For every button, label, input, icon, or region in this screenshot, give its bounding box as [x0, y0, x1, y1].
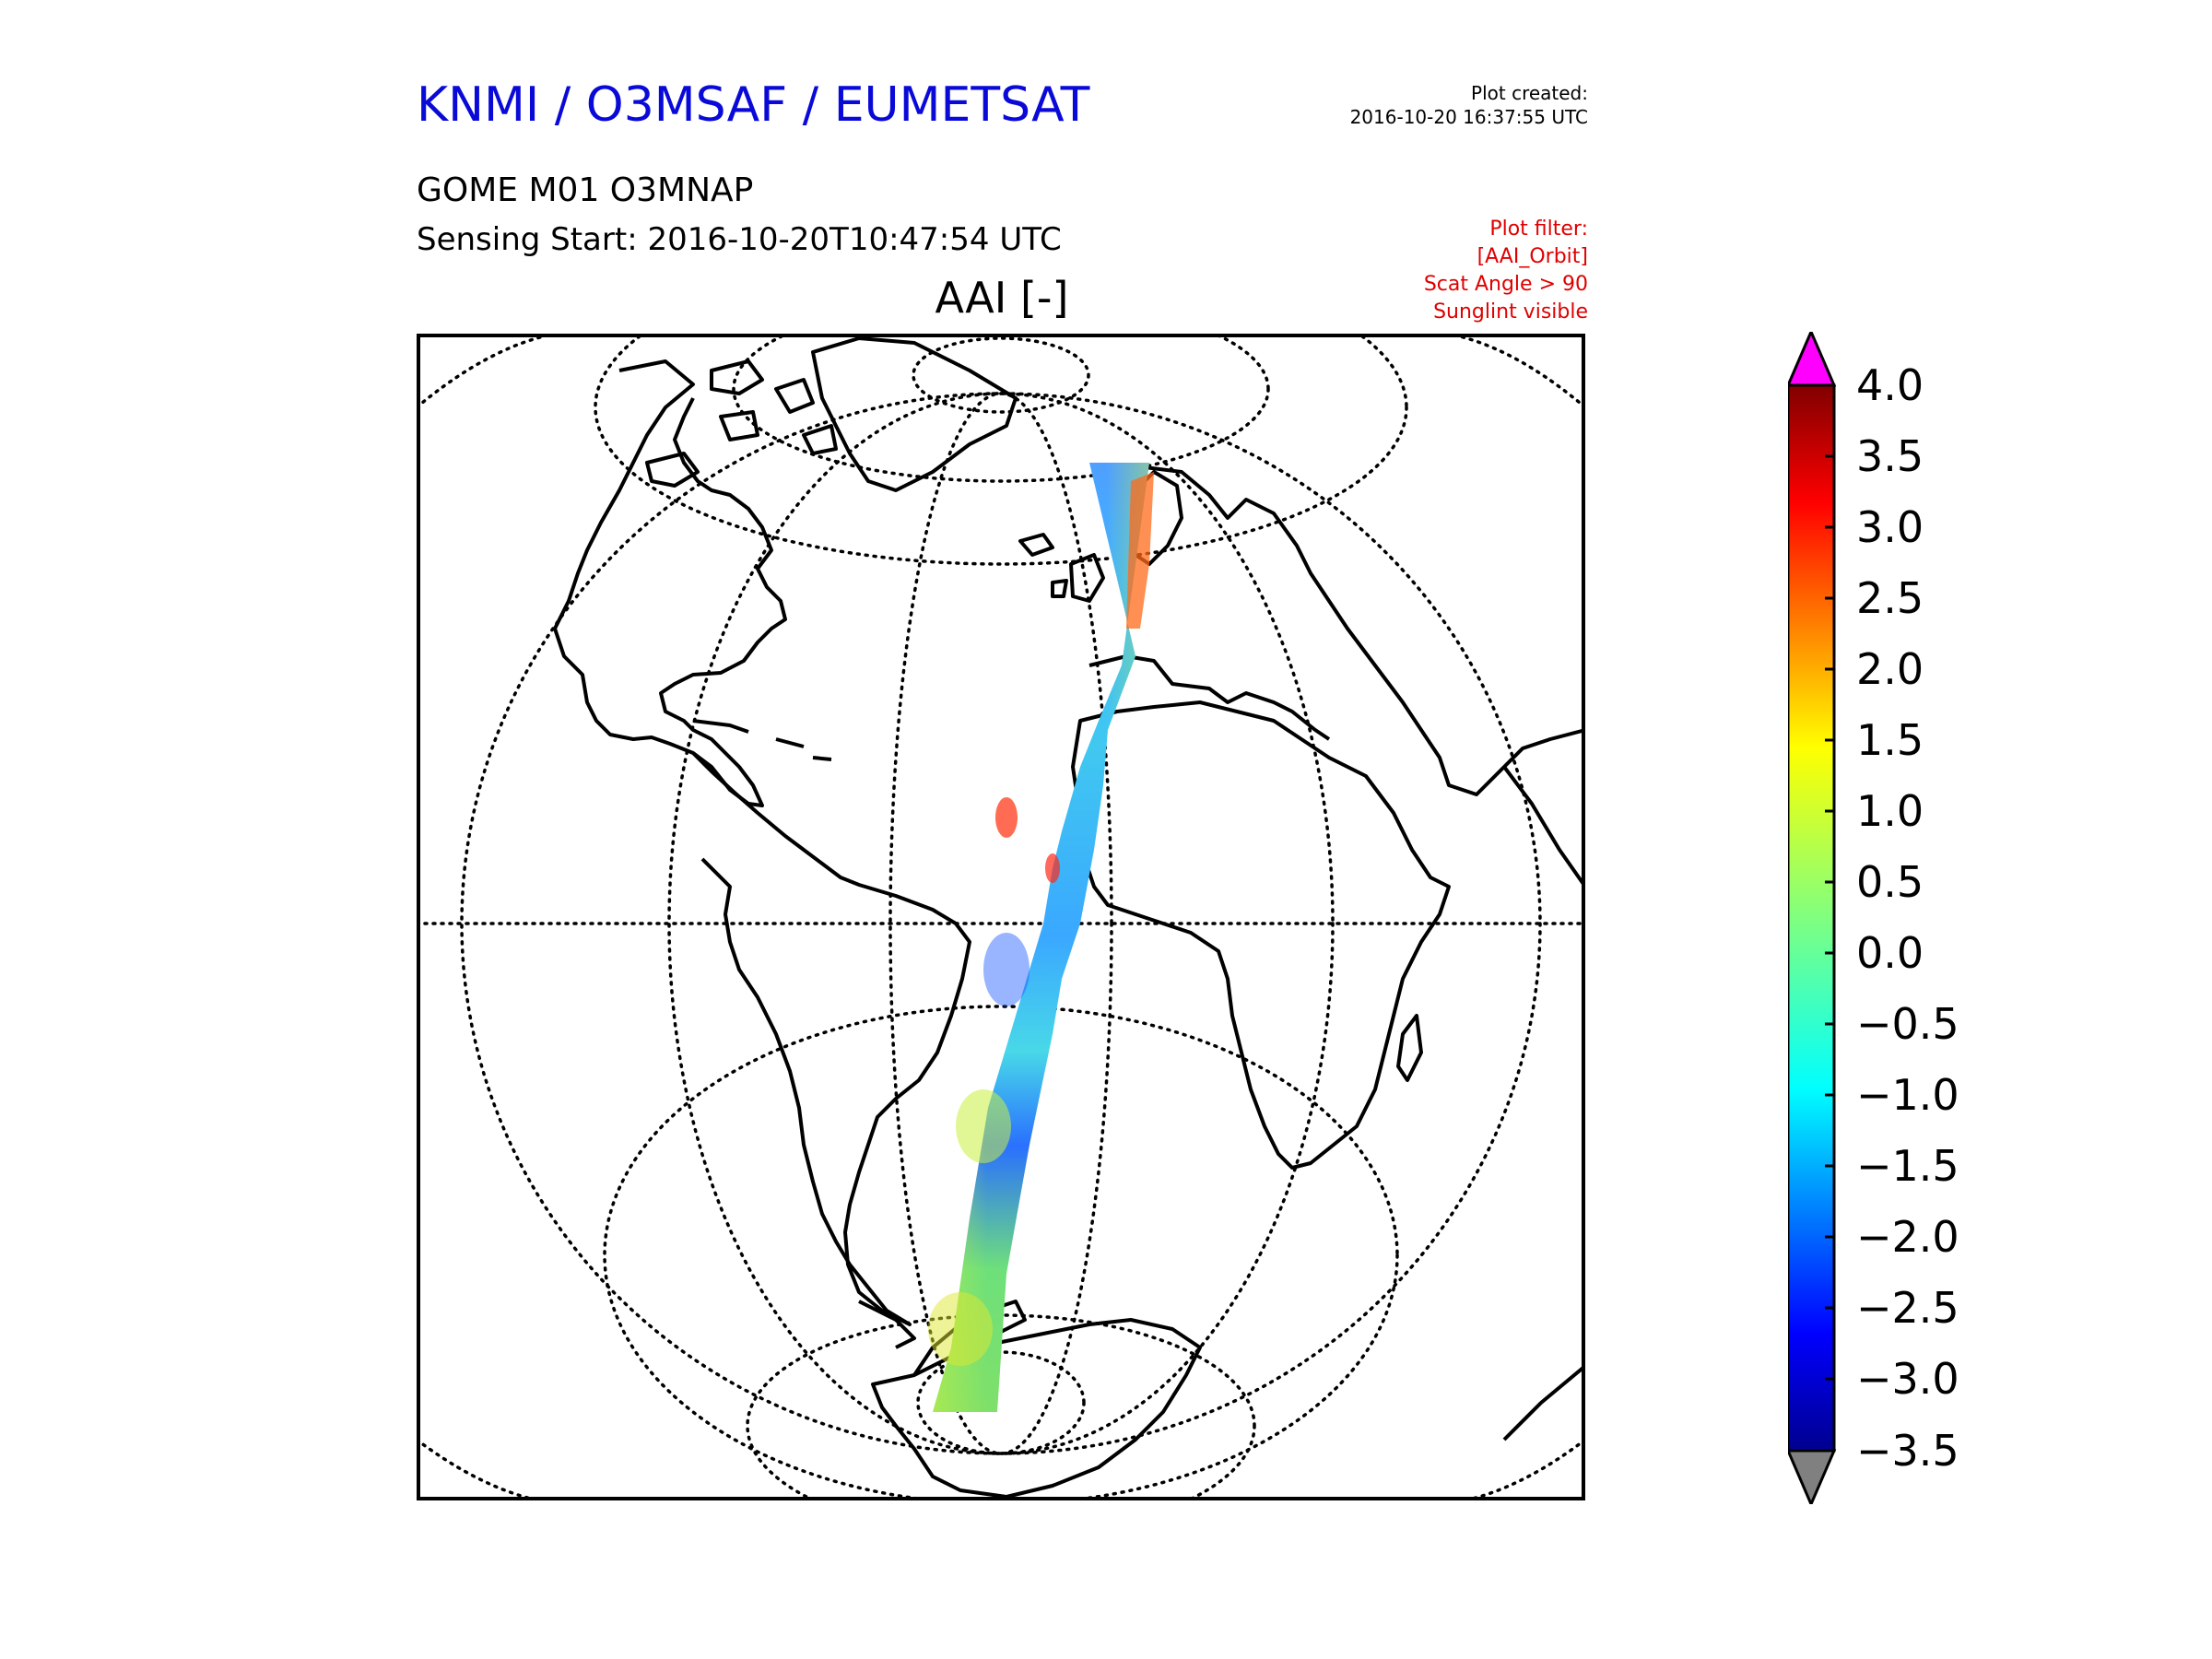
- arabia: [1502, 765, 1585, 888]
- tierra-del-fuego: [858, 1300, 916, 1349]
- created-time: 2016-10-20 16:37:55 UTC: [1349, 106, 1588, 128]
- colorbar-ramp: [1788, 383, 1836, 1453]
- colorbar-tick-label: 1.5: [1856, 715, 1924, 765]
- north-america: [553, 359, 787, 807]
- colorbar-tick-label: −1.5: [1856, 1141, 1959, 1191]
- colorbar-tick-label: 2.5: [1856, 573, 1924, 623]
- colorbar-tick-label: −3.0: [1856, 1354, 1959, 1404]
- iceland: [1018, 533, 1054, 557]
- colorbar-tick-label: 2.0: [1856, 644, 1924, 694]
- product-name: GOME M01 O3MNAP: [417, 171, 754, 209]
- british-isles: [1051, 553, 1105, 603]
- antarctica: [871, 1318, 1202, 1499]
- arctic-islands: [645, 359, 838, 488]
- colorbar-tick-label: 4.0: [1856, 360, 1924, 410]
- colorbar-tick-label: −2.5: [1856, 1283, 1959, 1333]
- colorbar-tick-label: 0.0: [1856, 928, 1924, 978]
- map-title: AAI [-]: [935, 273, 1069, 323]
- colorbar-tick-label: 1.0: [1856, 786, 1924, 836]
- europe: [1116, 465, 1585, 796]
- filter-line: [AAI_Orbit]: [1477, 245, 1588, 268]
- colorbar-over-arrow: [1788, 332, 1837, 387]
- satellite-swath: [928, 463, 1154, 1412]
- colorbar-tick-label: 3.5: [1856, 431, 1924, 481]
- madagascar: [1396, 1014, 1423, 1082]
- colorbar-tick-label: −1.0: [1856, 1070, 1959, 1120]
- greenland: [811, 336, 1018, 492]
- aai-map: [417, 334, 1585, 1500]
- map-frame: [417, 334, 1585, 1500]
- colorbar-tick-label: −3.5: [1856, 1426, 1959, 1476]
- caribbean: [692, 719, 832, 761]
- colorbar: [1788, 332, 1837, 1504]
- created-label: Plot created:: [1471, 82, 1588, 104]
- colorbar-tick-label: −2.0: [1856, 1212, 1959, 1262]
- colorbar-ticks: [1825, 383, 1834, 1453]
- iberia-mediterranean: [1088, 654, 1331, 741]
- filter-line: Scat Angle > 90: [1423, 273, 1588, 296]
- plot-filter: Plot filter: [AAI_Orbit] Scat Angle > 90…: [1424, 216, 1588, 326]
- sensing-start: Sensing Start: 2016-10-20T10:47:54 UTC: [417, 221, 1062, 258]
- filter-line: Plot filter:: [1489, 218, 1588, 241]
- plot-title: KNMI / O3MSAF / EUMETSAT: [417, 77, 1090, 133]
- colorbar-under-arrow: [1788, 1449, 1837, 1504]
- colorbar-tick-label: 3.0: [1856, 502, 1924, 552]
- plot-created: Plot created: 2016-10-20 16:37:55 UTC: [1350, 81, 1588, 129]
- south-america: [691, 751, 971, 1326]
- colorbar-tick-label: 0.5: [1856, 857, 1924, 907]
- far-east-edge: [1502, 1364, 1585, 1441]
- africa: [1071, 700, 1451, 1170]
- colorbar-tick-label: −0.5: [1856, 999, 1959, 1049]
- filter-line: Sunglint visible: [1433, 300, 1588, 324]
